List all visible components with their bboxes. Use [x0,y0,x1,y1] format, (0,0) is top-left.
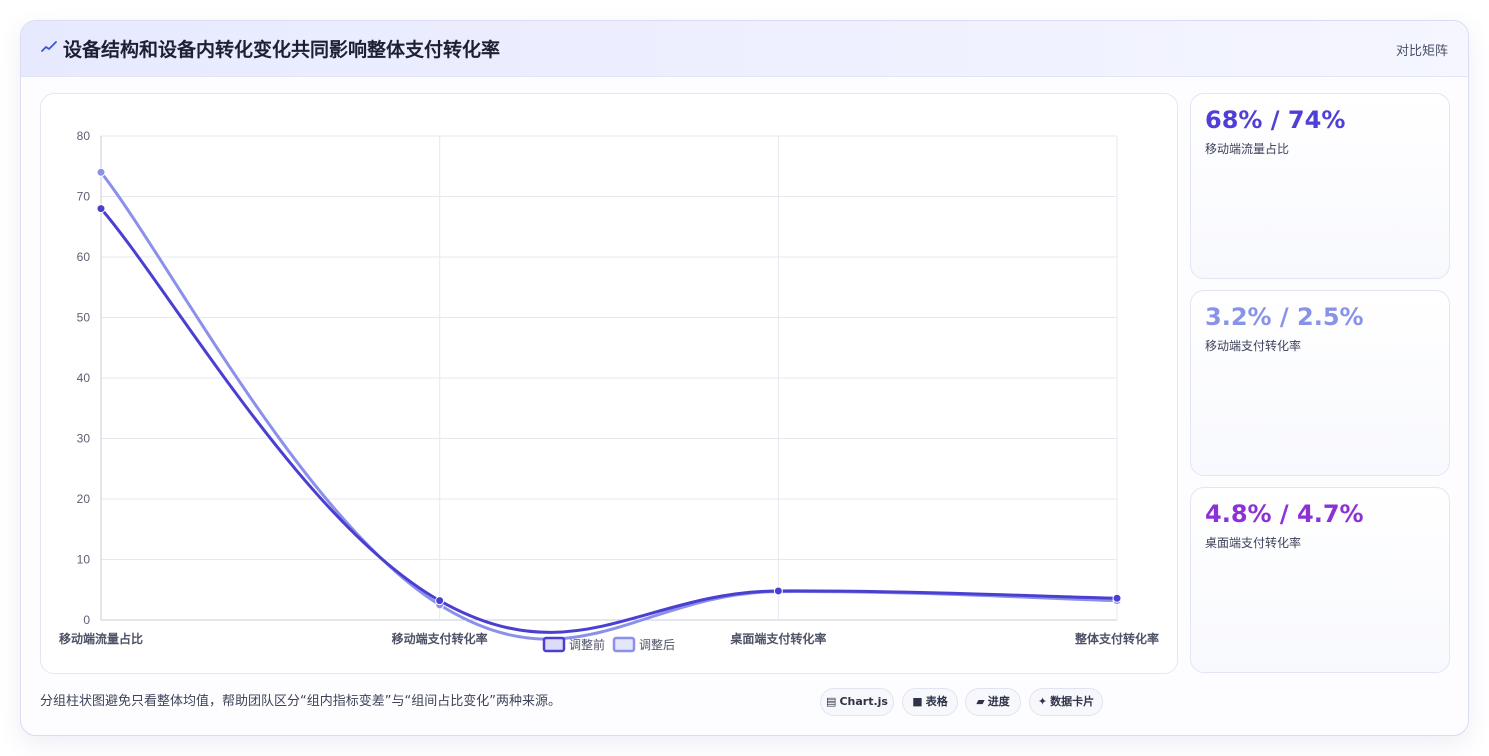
legend-swatch [612,636,636,653]
data-point [1112,593,1122,603]
data-point [435,596,445,606]
y-tick-label: 50 [77,311,91,325]
chart-panel: 0 10 20 30 40 50 60 70 80 移动端流量占比 移动端支付转化率 桌面端支付转化率… [40,93,1178,674]
page-title: 设备结构和设备内转化变化共同影响整体支付转化率 [63,39,501,61]
x-tick-label: 桌面端支付转化率 [729,631,826,646]
chart-icon: ▤ [826,695,837,708]
y-tick-label: 60 [77,250,91,264]
x-tick-label: 整体支付转化率 [1074,631,1159,646]
stat-value: 3.2% / 2.5% [1205,303,1364,331]
stat-card-desktop-conversion: 4.8% / 4.7% 桌面端支付转化率 [1190,487,1450,673]
y-tick-label: 0 [83,613,90,627]
chartjs-tag-button[interactable]: ▤ Chart.js [820,688,894,716]
x-tick-label: 移动端流量占比 [59,631,143,646]
progress-tag-button[interactable]: ▰ 进度 [965,688,1021,716]
y-tick-label: 70 [77,190,91,204]
card-header: 设备结构和设备内转化变化共同影响整体支付转化率 对比矩阵 [21,21,1468,77]
card-icon: ✦ [1037,695,1048,708]
y-tick-label: 40 [77,371,91,385]
stat-card-mobile-conversion: 3.2% / 2.5% 移动端支付转化率 [1190,290,1450,476]
y-tick-label: 20 [77,492,91,506]
progress-icon: ▰ [976,695,985,708]
y-tick-label: 10 [77,553,91,567]
stat-label: 桌面端支付转化率 [1205,536,1302,550]
trend-icon [41,41,57,52]
stat-card-mobile-traffic: 68% / 74% 移动端流量占比 [1190,93,1450,279]
table-icon: ■ [912,695,923,708]
legend-label: 调整前 [569,637,605,652]
chart-footnote: 分组柱状图避免只看整体均值，帮助团队区分“组内指标变差”与“组间占比变化”两种来… [40,694,561,709]
pill-label: 数据卡片 [1050,695,1095,708]
stat-label: 移动端支付转化率 [1205,339,1302,353]
data-card-tag-button[interactable]: ✦ 数据卡片 [1029,688,1103,716]
data-point [96,204,106,214]
view-tag: 对比矩阵 [1395,44,1448,59]
y-tick-label: 30 [77,432,91,446]
legend-label: 调整后 [639,637,675,652]
data-point [96,167,106,177]
stat-value: 68% / 74% [1205,106,1346,134]
y-tick-label: 80 [77,129,91,143]
line-chart: 0 10 20 30 40 50 60 70 80 移动端流量占比 移动端支付转化率 桌面端支付转化率… [59,129,1159,653]
pill-label: Chart.js [839,695,888,708]
dashboard-card: 设备结构和设备内转化变化共同影响整体支付转化率 对比矩阵 0 10 20 30 40 50… [20,20,1469,736]
table-tag-button[interactable]: ■ 表格 [902,688,958,716]
legend-swatch [542,636,566,653]
data-point [773,586,783,596]
stat-label: 移动端流量占比 [1205,142,1290,156]
x-tick-label: 移动端支付转化率 [392,631,488,646]
stat-value: 4.8% / 4.7% [1205,500,1364,528]
pill-label: 表格 [925,695,948,708]
series-line-before [99,207,1119,634]
series-line-after [99,170,1119,641]
pill-label: 进度 [987,695,1010,708]
